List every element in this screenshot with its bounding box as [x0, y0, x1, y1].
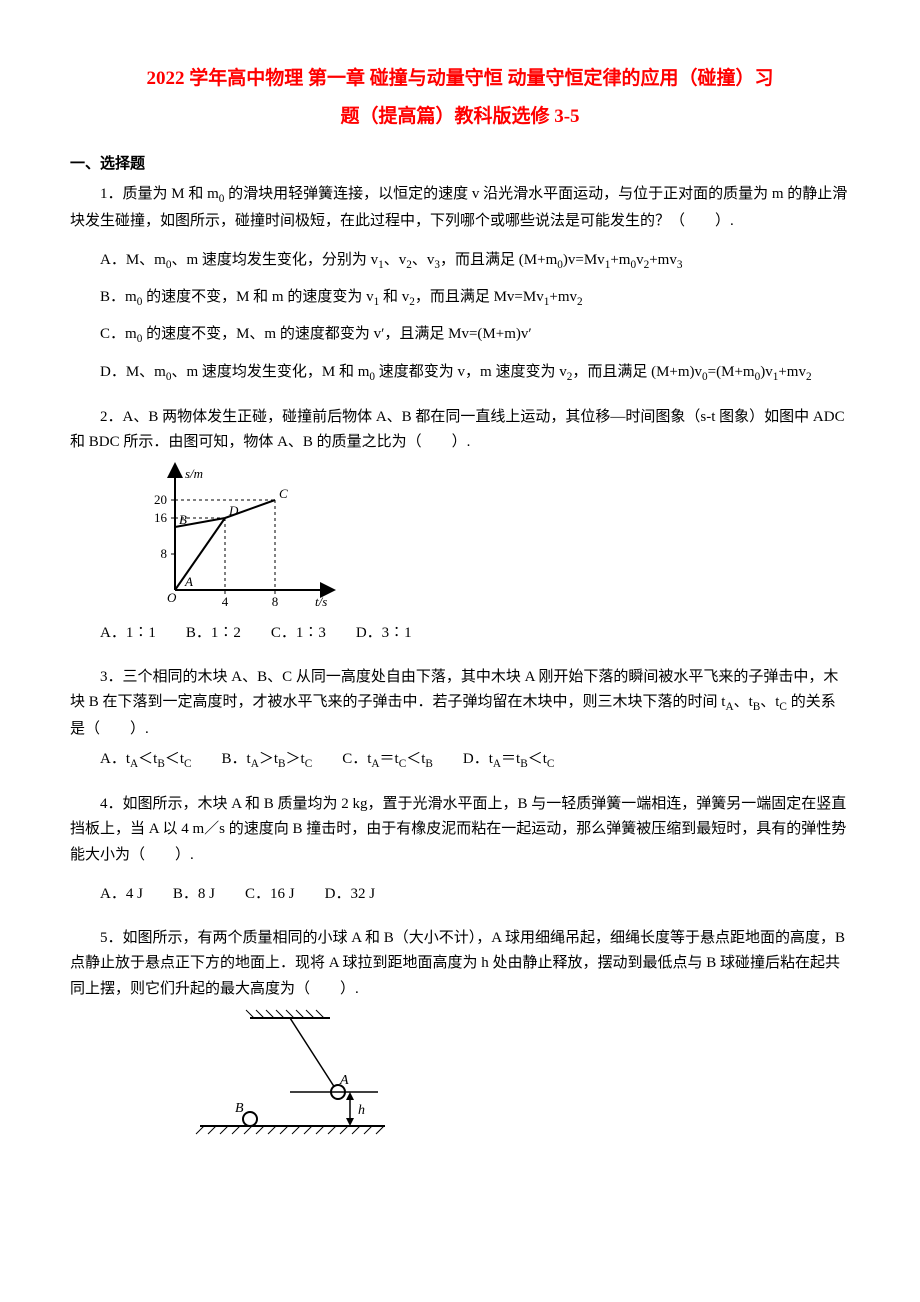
pendulum-label-h: h [358, 1103, 365, 1118]
xtick-8: 8 [272, 594, 279, 609]
q1-opt-a: A．M、m0、m 速度均发生变化，分别为 v1、v2、v3，而且满足 (M+m0… [70, 248, 850, 275]
point-b: B [179, 512, 187, 527]
title-line-2: 题（提高篇）教科版选修 3-5 [70, 98, 850, 136]
xtick-4: 4 [222, 594, 229, 609]
x-axis-label: t/s [315, 594, 327, 609]
ytick-20: 20 [154, 492, 167, 507]
q2-opts: A．1∶1 B．1∶2 C．1∶3 D．3∶1 [70, 621, 850, 647]
q1-opt-b: B．m0 的速度不变，M 和 m 的速度变为 v1 和 v2，而且满足 Mv=M… [70, 285, 850, 312]
q2-graph: 8 16 20 4 8 s/m t/s O A B C D [145, 460, 850, 620]
q4-opts: A．4 J B．8 J C．16 J D．32 J [70, 882, 850, 908]
pendulum-label-b: B [235, 1101, 244, 1116]
point-a: A [184, 574, 193, 589]
q1-opt-d: D．M、m0、m 速度均发生变化，M 和 m0 速度都变为 v，m 速度变为 v… [70, 360, 850, 387]
q5-text: 5．如图所示，有两个质量相同的小球 A 和 B（大小不计），A 球用细绳吊起，细… [70, 926, 850, 1003]
section-heading: 一、选择题 [70, 152, 850, 178]
q5-figure: A B h [190, 1006, 850, 1156]
pendulum-label-a: A [339, 1073, 349, 1088]
ytick-16: 16 [154, 510, 168, 525]
q1-text: 1．质量为 M 和 m0 的滑块用轻弹簧连接，以恒定的速度 v 沿光滑水平面运动… [70, 182, 850, 235]
origin-label: O [167, 590, 177, 605]
q2-text: 2．A、B 两物体发生正碰，碰撞前后物体 A、B 都在同一直线上运动，其位移—时… [70, 405, 850, 456]
point-c: C [279, 486, 288, 501]
q1-opt-c: C．m0 的速度不变，M、m 的速度都变为 v′，且满足 Mv=(M+m)v′ [70, 322, 850, 349]
q3-text: 3．三个相同的木块 A、B、C 从同一高度处自由下落，其中木块 A 刚开始下落的… [70, 665, 850, 743]
y-axis-label: s/m [185, 466, 203, 481]
ytick-8: 8 [161, 546, 168, 561]
point-d: D [228, 503, 239, 518]
q4-text: 4．如图所示，木块 A 和 B 质量均为 2 kg，置于光滑水平面上，B 与一轻… [70, 792, 850, 869]
q3-opts: A．tA＜tB＜tC B．tA＞tB＞tC C．tA＝tC＜tB D．tA＝tB… [70, 747, 850, 774]
title-line-1: 2022 学年高中物理 第一章 碰撞与动量守恒 动量守恒定律的应用（碰撞）习 [70, 60, 850, 98]
